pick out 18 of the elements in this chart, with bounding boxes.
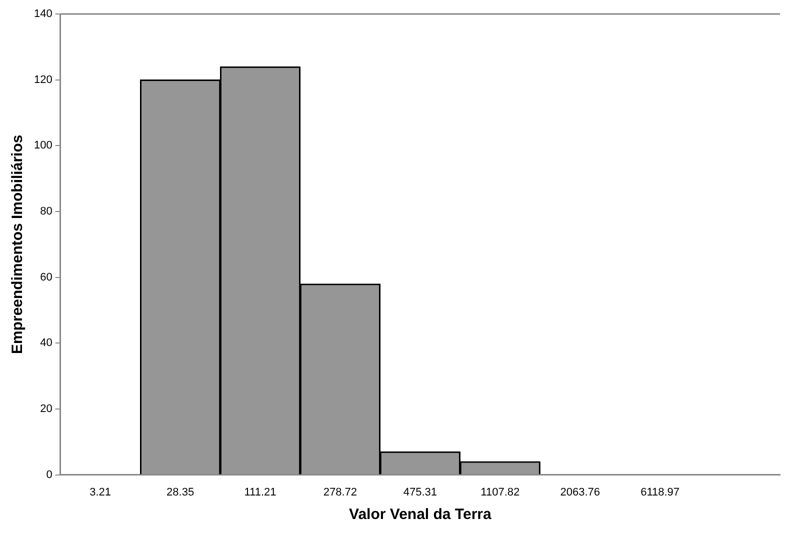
x-tick-label: 278.72: [323, 486, 358, 498]
y-axis-title: Empreendimentos Imobiliários: [9, 134, 26, 354]
x-tick-label: 111.21: [244, 486, 276, 498]
y-tick-label: 100: [34, 140, 52, 152]
y-tick-label: 40: [40, 337, 52, 350]
x-tick-label: 3.21: [90, 486, 112, 498]
y-tick-label: 80: [40, 206, 52, 218]
y-tick-label: 140: [34, 8, 52, 20]
x-tick-label: 475.31: [403, 486, 438, 498]
x-axis-title: Valor Venal da Terra: [349, 506, 492, 524]
x-tick-label: 6118.97: [640, 486, 680, 498]
y-tick-label: 20: [40, 403, 52, 416]
y-tick-label: 60: [40, 271, 52, 284]
y-tick-label: 0: [46, 468, 52, 481]
x-tick-label: 1107.82: [480, 486, 520, 498]
x-tick-label: 28.35: [166, 486, 194, 498]
y-tick-label: 120: [34, 74, 52, 86]
x-tick-label: 2063.76: [560, 486, 600, 498]
